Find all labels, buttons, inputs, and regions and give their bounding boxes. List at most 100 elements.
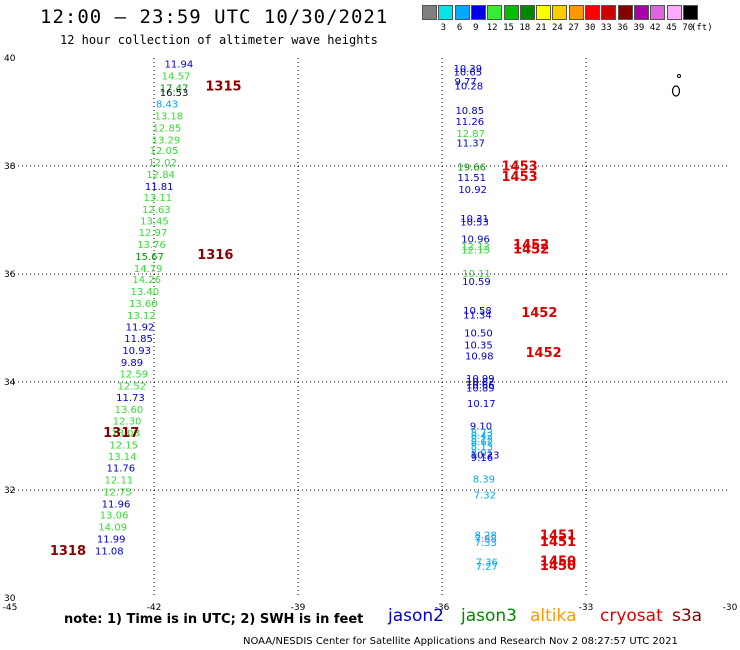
wave-height-label: 12.02 [148, 158, 177, 169]
chart-subtitle: 12 hour collection of altimeter wave hei… [60, 33, 378, 47]
wave-height-label: 10.96 [461, 235, 490, 246]
colorbar-swatch [666, 5, 682, 20]
colorbar-swatch [487, 5, 503, 20]
wave-height-label: 12.11 [105, 476, 134, 487]
wave-height-label: 11.81 [145, 182, 174, 193]
wave-height-label: 8.91 [471, 449, 493, 460]
wave-height-label: 12.59 [119, 370, 148, 381]
time-labels: 1315131613171318145314531452145214521452… [50, 79, 576, 574]
wave-height-label: 8.13 [471, 442, 493, 453]
x-tick-label: -39 [291, 603, 306, 613]
wave-height-label: 13.08 [111, 429, 140, 440]
colorbar-label: 3 [440, 23, 446, 33]
colorbar-label: 21 [535, 23, 547, 33]
colorbar-label: 70 [682, 23, 694, 33]
wave-height-label: 11.34 [463, 310, 492, 321]
wave-height-label: 8.28 [475, 531, 497, 542]
wave-height-label: 10.65 [454, 67, 483, 78]
satellite-legend-item: jason3 [461, 606, 517, 626]
colorbar-label: 9 [473, 23, 479, 33]
y-tick-label: 40 [4, 54, 16, 64]
island-shape [671, 85, 681, 97]
time-label: 1452 [526, 346, 562, 361]
colorbar-swatch [454, 5, 470, 20]
time-label: 1453 [502, 170, 538, 185]
wave-height-label: 11.73 [116, 393, 145, 404]
wave-height-label: 12.13 [461, 242, 490, 253]
islands [671, 74, 681, 97]
wave-height-label: 9.16 [471, 453, 493, 464]
wave-height-label: 10.58 [463, 306, 492, 317]
wave-height-label: 14.09 [98, 523, 127, 534]
colorbar-swatch [633, 5, 649, 20]
wave-height-label: 12.85 [153, 123, 182, 134]
colorbar-label: 42 [649, 23, 661, 33]
wave-height-label: 7.32 [474, 491, 496, 502]
footer-credit: NOAA/NESDIS Center for Satellite Applica… [243, 636, 678, 647]
wave-height-label: 11.92 [126, 323, 155, 334]
colorbar-swatch [601, 5, 617, 20]
wave-height-label: 12.87 [456, 129, 485, 140]
time-label: 1451 [540, 535, 576, 550]
time-label: 1450 [540, 559, 576, 574]
x-tick-label: -45 [3, 603, 18, 613]
wave-height-label: 10.93 [122, 346, 151, 357]
wave-height-label: 8.42 [471, 431, 493, 442]
colorbar-label: 36 [617, 23, 629, 33]
wave-height-label: 10.82 [466, 377, 495, 388]
wave-height-label: 7.36 [476, 558, 498, 569]
x-tick-label: -30 [723, 603, 738, 613]
time-label: 1452 [521, 306, 557, 321]
colorbar-label: 24 [551, 23, 563, 33]
wave-height-label: 11.85 [124, 334, 153, 345]
colorbar-label: 18 [519, 23, 531, 33]
time-label: 1316 [197, 248, 233, 263]
wave-height-label: 13.12 [127, 311, 156, 322]
wave-height-label: 12.52 [118, 382, 147, 393]
colorbar-swatch [470, 5, 486, 20]
wave-height-label: 12.63 [142, 205, 171, 216]
wave-height-label: 13.60 [129, 299, 158, 310]
wave-height-label: 10.99 [466, 374, 495, 385]
wave-height-label: 10.28 [454, 81, 483, 92]
wave-height-label: 8.43 [156, 100, 178, 111]
wave-height-label: 13.29 [152, 135, 181, 146]
x-tick-label: -42 [147, 603, 162, 613]
x-tick-label: -36 [435, 603, 450, 613]
grid-lines [10, 58, 730, 598]
wave-height-label: 10.23 [471, 451, 500, 462]
wave-height-label: 11.08 [95, 546, 124, 557]
time-label: 1450 [540, 555, 576, 570]
wave-height-label: 10.92 [458, 185, 487, 196]
wave-height-label: 13.60 [115, 405, 144, 416]
time-label: 1451 [540, 529, 576, 544]
wave-height-label: 12.15 [461, 245, 490, 256]
wave-height-label: 8.39 [473, 474, 495, 485]
wave-height-label: 12.75 [103, 487, 132, 498]
satellite-legend-item: jason2 [388, 606, 444, 626]
wave-height-label: 12.97 [139, 228, 168, 239]
wave-height-label: 10.11 [462, 269, 491, 280]
y-tick-label: 32 [4, 486, 15, 496]
satellite-legend-item: cryosat [600, 606, 663, 626]
colorbar-swatch [617, 5, 633, 20]
wave-height-label: 16.53 [160, 88, 189, 99]
wave-height-label: 10.17 [467, 399, 496, 410]
wave-height-label: 8.12 [471, 434, 493, 445]
wave-height-label: 13.40 [130, 287, 159, 298]
wave-height-label: 17.47 [160, 83, 189, 94]
time-label: 1318 [50, 544, 86, 559]
satellite-legend-item: altika [530, 606, 577, 626]
wave-height-label: 11.37 [456, 139, 485, 150]
x-tick-label: -33 [579, 603, 594, 613]
colorbar-swatch [585, 5, 600, 20]
colorbar-label: 12 [486, 23, 498, 33]
colorbar-swatch [650, 5, 666, 20]
time-label: 1317 [103, 426, 139, 441]
wave-height-label: 10.50 [464, 329, 493, 340]
satellite-legend-item: s3a [672, 606, 703, 626]
wave-height-label: 12.05 [150, 146, 179, 157]
wave-height-label: 10.39 [454, 64, 483, 75]
wave-height-label: 8.73 [471, 428, 493, 439]
wave-height-label: 12.30 [113, 417, 142, 428]
